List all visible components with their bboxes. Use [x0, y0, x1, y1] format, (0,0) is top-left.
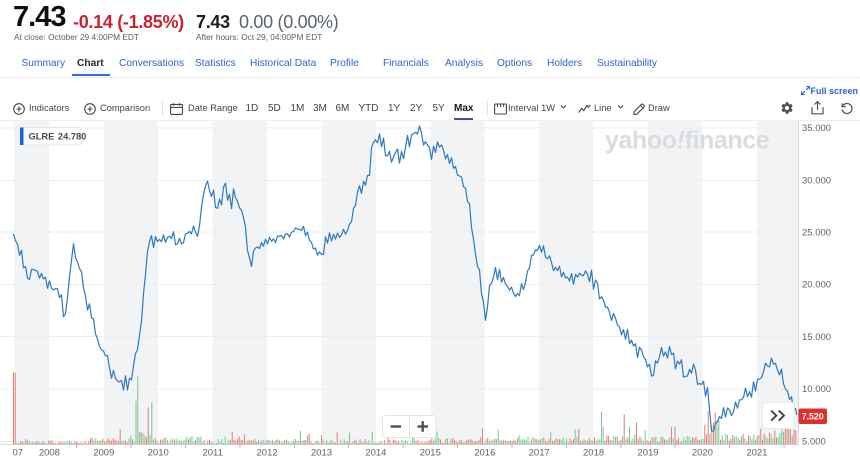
- svg-text:10.000: 10.000: [802, 384, 831, 395]
- svg-text:2018: 2018: [583, 448, 604, 459]
- svg-text:15.000: 15.000: [802, 332, 831, 343]
- svg-text:2014: 2014: [365, 448, 386, 459]
- svg-text:2012: 2012: [257, 448, 278, 459]
- svg-text:2021: 2021: [746, 448, 767, 459]
- svg-text:2008: 2008: [39, 448, 60, 459]
- svg-text:2011: 2011: [202, 448, 222, 459]
- svg-text:2020: 2020: [692, 448, 713, 459]
- svg-text:2019: 2019: [637, 448, 658, 459]
- svg-text:2016: 2016: [474, 448, 495, 459]
- svg-text:07: 07: [13, 448, 24, 459]
- svg-text:20.000: 20.000: [802, 280, 831, 291]
- svg-text:2010: 2010: [148, 448, 169, 459]
- svg-text:2009: 2009: [93, 448, 114, 459]
- svg-text:2013: 2013: [311, 448, 332, 459]
- svg-text:2015: 2015: [420, 448, 441, 459]
- svg-text:30.000: 30.000: [802, 176, 831, 187]
- svg-text:5.000: 5.000: [802, 437, 826, 448]
- svg-text:7.520: 7.520: [802, 412, 824, 422]
- svg-text:25.000: 25.000: [802, 227, 831, 238]
- svg-text:35.000: 35.000: [802, 123, 831, 134]
- svg-text:2017: 2017: [529, 448, 550, 459]
- svg-text:GLRE 24.780: GLRE 24.780: [29, 132, 87, 142]
- svg-text:yahoo!finance: yahoo!finance: [605, 127, 770, 155]
